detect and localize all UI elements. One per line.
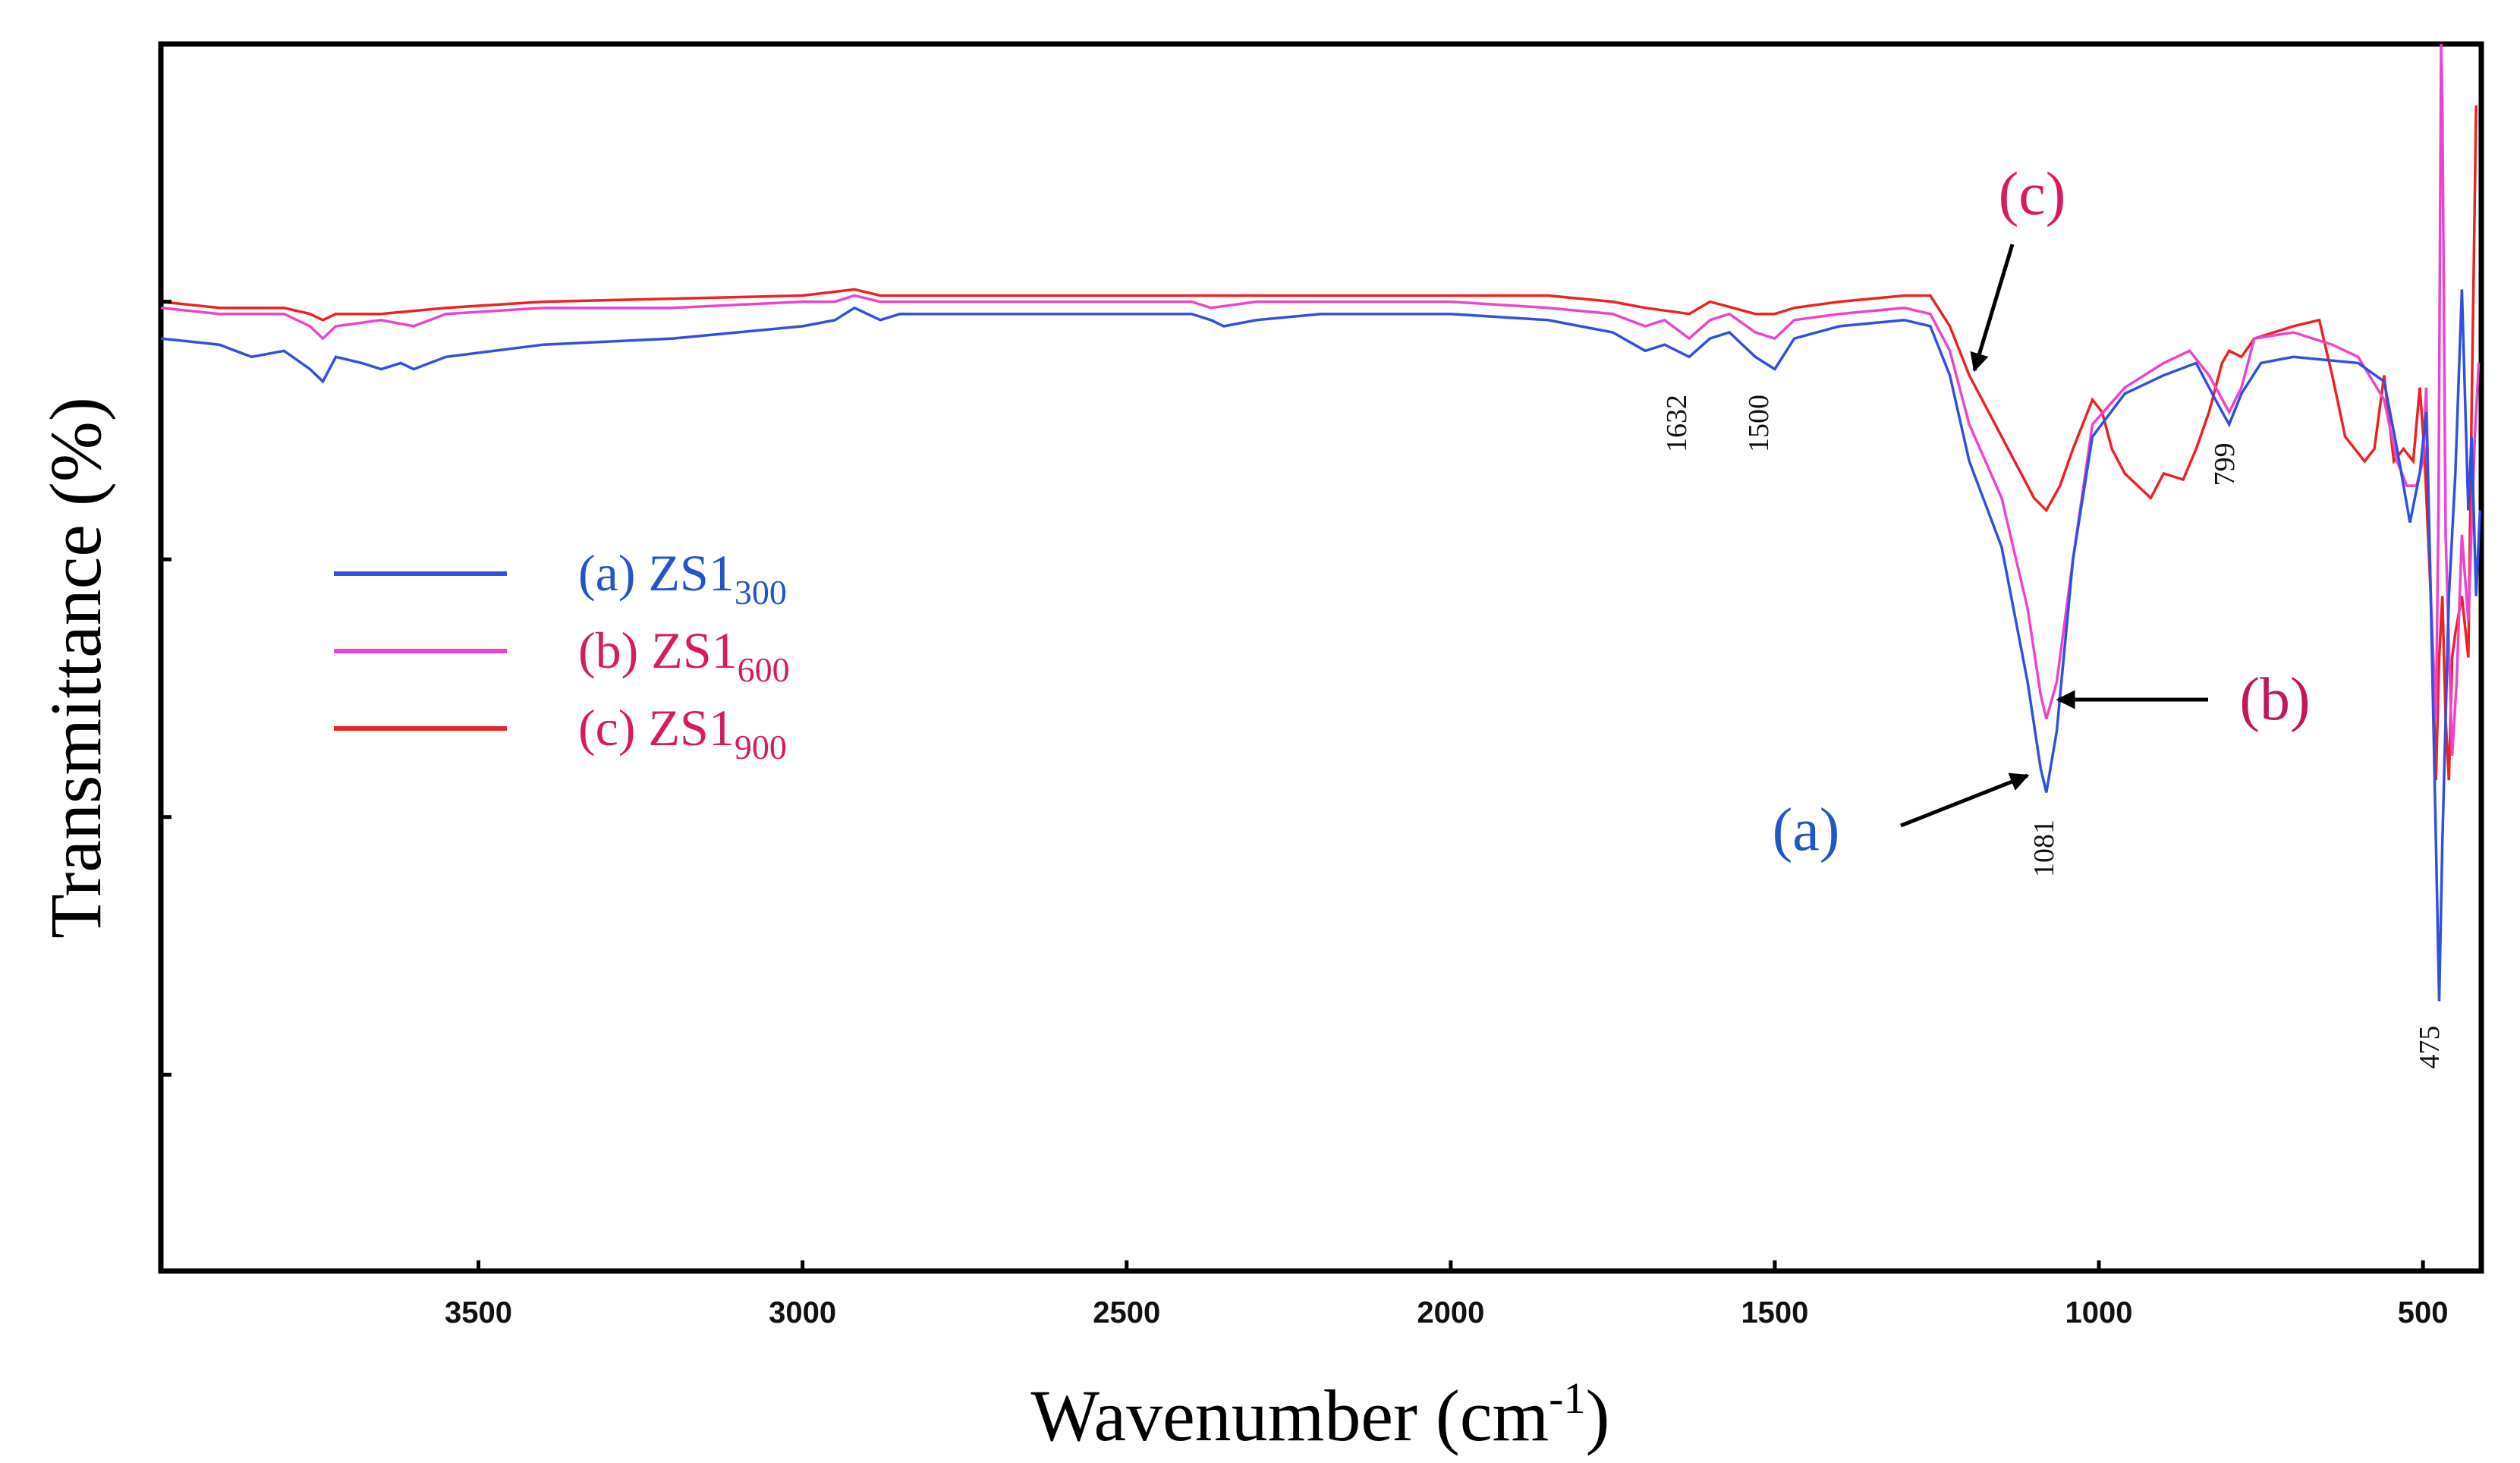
series-line-c (160, 105, 2478, 781)
x-tick-label-3500: 3500 (445, 1296, 512, 1329)
x-tick-label-2000: 2000 (1417, 1296, 1484, 1329)
callout-b-label: (b) (2239, 666, 2310, 733)
plot-frame (158, 41, 2484, 1274)
callout-a-label: (a) (1773, 797, 1840, 864)
callout-c-arrow (1970, 244, 2015, 373)
legend-label-c: (c) ZS1900 (578, 699, 787, 766)
legend-label-a: (a) ZS1300 (578, 544, 787, 612)
x-tick-label-3000: 3000 (769, 1296, 836, 1329)
x-tick-label-500: 500 (2398, 1296, 2449, 1329)
peak-labels: 1632 1500 1081 799 475 (1661, 395, 2446, 1069)
y-axis-title: Transmittance (%) (35, 397, 116, 939)
series-line-b (160, 43, 2481, 757)
callout-a-arrow (1900, 772, 2030, 828)
peak-label-1500: 1500 (1743, 395, 1775, 452)
series-line-a (160, 289, 2482, 1002)
x-axis-title: Wavenumber (cm-1) (1031, 1373, 1610, 1456)
series-layer (160, 43, 2482, 1002)
legend-label-b: (b) ZS1600 (578, 621, 790, 689)
peak-label-1632: 1632 (1661, 395, 1693, 452)
x-tick-label-1500: 1500 (1741, 1296, 1808, 1329)
callout-c-label: (c) (1999, 161, 2066, 228)
legend: (a) ZS1300 (b) ZS1600 (c) ZS1900 (334, 544, 790, 766)
x-tick-label-1000: 1000 (2065, 1296, 2133, 1329)
x-tick-label-2500: 2500 (1093, 1296, 1160, 1329)
peak-label-799: 799 (2209, 443, 2241, 486)
peak-label-1081: 1081 (2028, 820, 2060, 877)
callouts: (a) (b) (c) (1773, 161, 2311, 864)
peak-label-475: 475 (2414, 1026, 2446, 1069)
ticks-layer: 3500 3000 2500 2000 1500 1000 500 (161, 42, 2449, 1329)
